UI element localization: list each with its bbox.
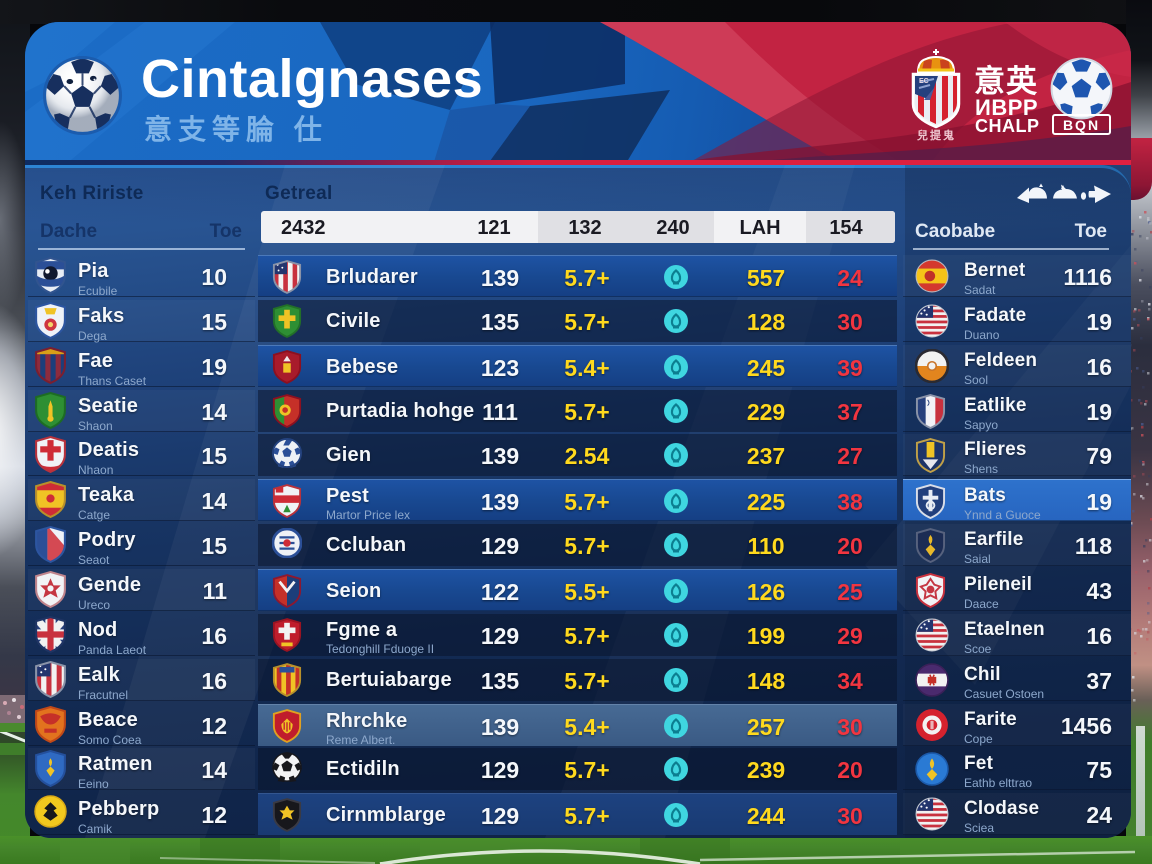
svg-text:EC: EC: [919, 78, 929, 85]
svg-text:兒提鬼: 兒提鬼: [917, 128, 956, 142]
